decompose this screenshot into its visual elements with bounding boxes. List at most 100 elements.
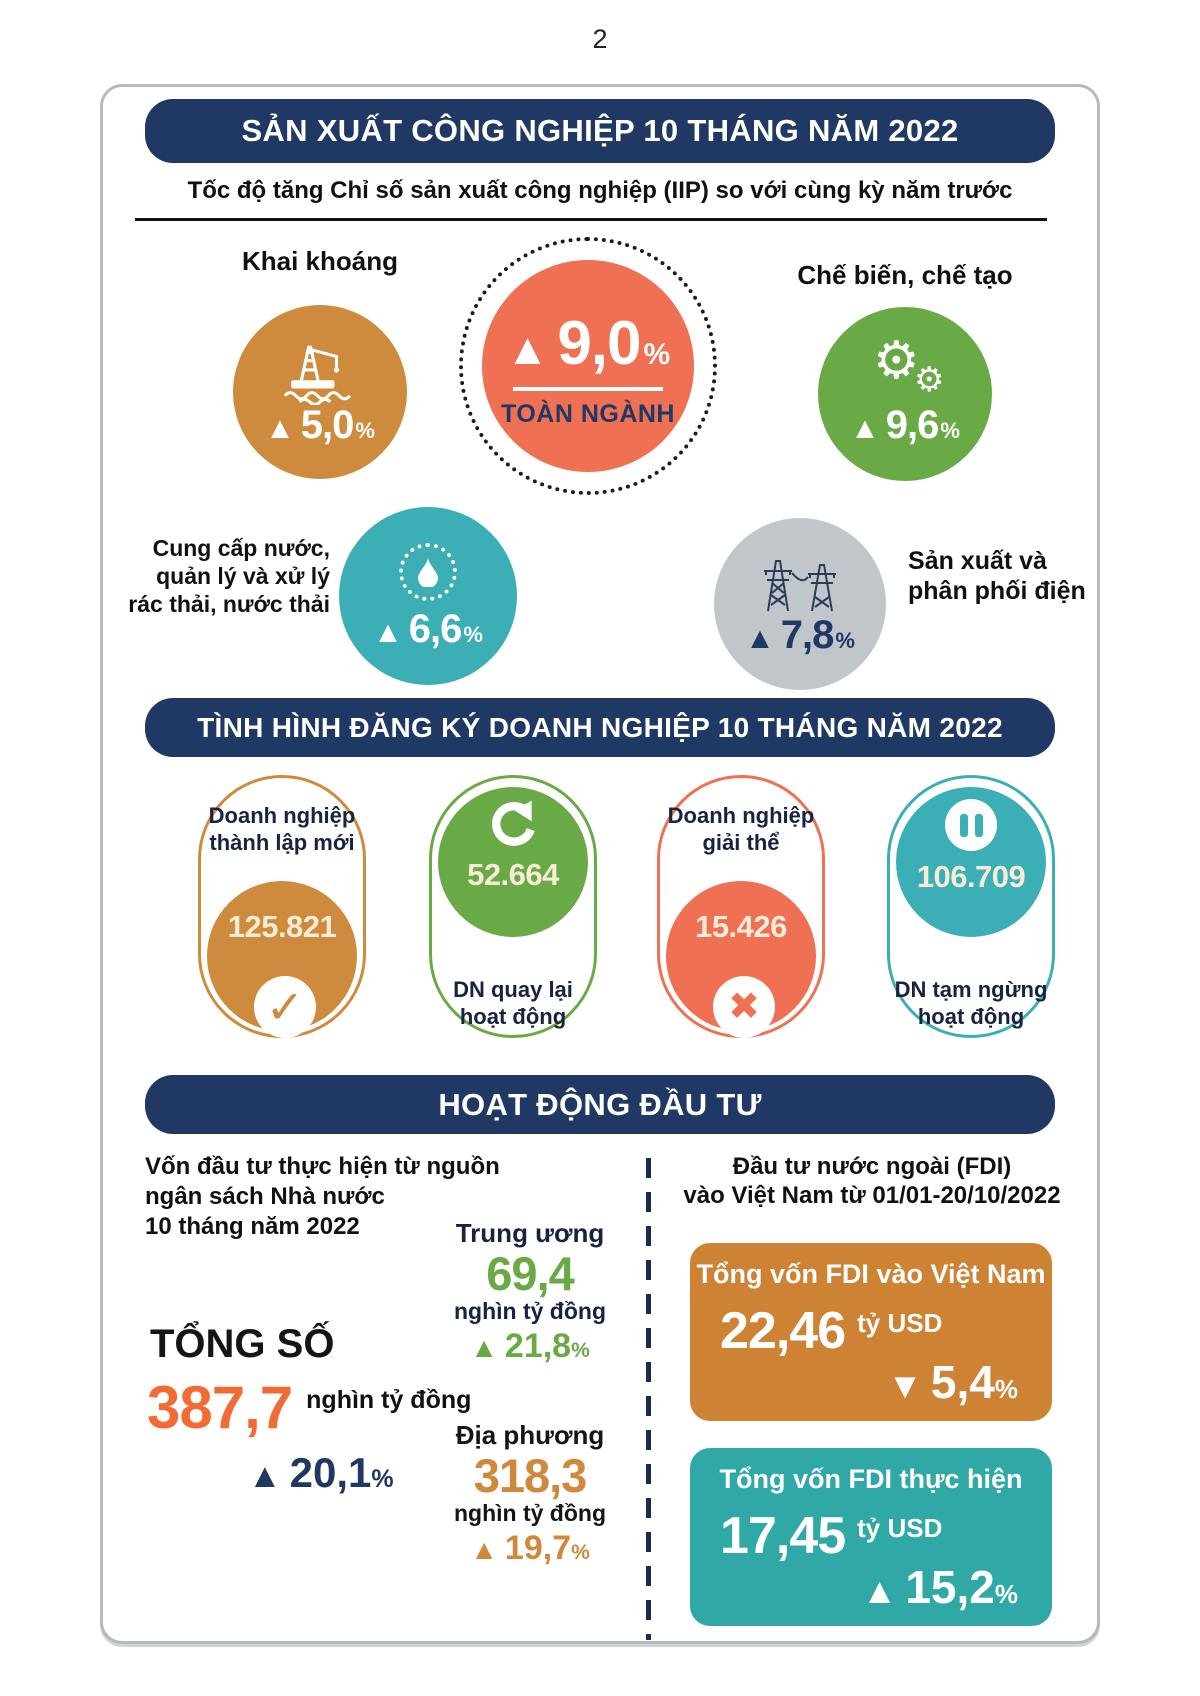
mining-circle: ▲ 5,0 % <box>233 305 407 479</box>
total-change-value: 20,1 <box>289 1449 372 1496</box>
fdi-registered-box: Tổng vốn FDI vào Việt Nam 22,46 tỷ USD ▼… <box>690 1243 1052 1421</box>
investment-banner-title: HOẠT ĐỘNG ĐẦU TƯ <box>438 1086 762 1122</box>
suspended-businesses-card: 106.709 DN tạm ngừng hoạt động <box>887 775 1055 1038</box>
local-change-unit: % <box>571 1541 590 1565</box>
whole-industry-unit: % <box>643 338 671 371</box>
water-value-number: 6,6 <box>408 607 463 651</box>
total-unit: nghìn tỷ đồng <box>306 1386 472 1414</box>
subtitle-underline <box>135 218 1047 221</box>
fdi-implemented-title: Tổng vốn FDI thực hiện <box>719 1464 1023 1494</box>
local-unit: nghìn tỷ đồng <box>453 1500 606 1527</box>
dashed-divider <box>646 1158 651 1640</box>
electricity-circle: ▲ 7,8 % <box>714 518 886 690</box>
up-triangle-icon: ▲ <box>861 1570 898 1611</box>
gears-icon: ⚙ ⚙ <box>873 332 945 399</box>
mining-value-unit: % <box>355 418 375 443</box>
fdi-implemented-value-row: 17,45 tỷ USD <box>720 1510 942 1562</box>
central-budget-hexagon: Trung ương 69,4 nghìn tỷ đồng ▲ 21,8 % <box>408 1212 652 1408</box>
local-change-row: ▲ 19,7 % <box>470 1531 590 1565</box>
total-label: TỔNG SỐ <box>150 1322 335 1366</box>
fdi-implemented-change-unit: % <box>994 1579 1018 1609</box>
pause-icon <box>945 799 997 851</box>
water-supply-value: ▲ 6,6 % <box>373 609 483 649</box>
total-change-unit: % <box>371 1465 394 1493</box>
central-label: Trung ương <box>455 1218 605 1248</box>
fdi-implemented-change-value: 15,2 <box>905 1561 995 1613</box>
up-triangle-icon: ▲ <box>470 1332 498 1364</box>
central-unit: nghìn tỷ đồng <box>453 1298 606 1325</box>
local-change-value: 19,7 <box>504 1529 572 1568</box>
power-pylons-icon <box>764 560 836 612</box>
dissolved-businesses-label: Doanh nghiệp giải thể <box>667 803 815 855</box>
page-number: 2 <box>592 24 608 54</box>
fdi-registered-change-unit: % <box>994 1374 1018 1404</box>
mining-label: Khai khoáng <box>241 246 398 276</box>
manufacturing-value: ▲ 9,6 % <box>850 405 960 445</box>
check-icon: ✓ <box>254 976 316 1038</box>
electricity-label: Sản xuất và phân phối điện <box>908 547 1086 605</box>
suspended-businesses-count: 106.709 <box>916 859 1026 894</box>
water-value-unit: % <box>463 622 483 647</box>
dissolved-businesses-card: Doanh nghiệp giải thể 15.426 ✖ <box>657 775 825 1038</box>
central-change-row: ▲ 21,8 % <box>470 1329 590 1363</box>
center-divider-rule <box>513 387 663 391</box>
fdi-registered-change: ▼ 5,4 % <box>887 1359 1018 1405</box>
up-triangle-icon: ▲ <box>265 412 295 445</box>
central-change-value: 21,8 <box>504 1327 572 1366</box>
returning-businesses-label: DN quay lại hoạt động <box>453 977 573 1029</box>
water-supply-label: Cung cấp nước, quản lý và xử lý rác thải… <box>128 535 330 617</box>
fdi-implemented-change: ▲ 15,2 % <box>862 1564 1018 1610</box>
whole-industry-label: TOÀN NGÀNH <box>501 400 675 428</box>
local-budget-hexagon: Địa phương 318,3 nghìn tỷ đồng ▲ 19,7 % <box>408 1414 652 1610</box>
central-value: 69,4 <box>486 1247 574 1300</box>
returning-businesses-count: 52.664 <box>467 857 559 892</box>
whole-industry-value: ▲ 9,0 % <box>506 313 670 375</box>
fdi-registered-change-value: 5,4 <box>930 1356 995 1408</box>
water-supply-circle: ▲ 6,6 % <box>339 507 517 685</box>
electricity-value-number: 7,8 <box>780 613 835 657</box>
down-triangle-icon: ▼ <box>887 1365 923 1406</box>
water-drop-icon <box>399 543 457 601</box>
manufacturing-value-unit: % <box>940 418 960 443</box>
total-change-row: ▲ 20,1 % <box>248 1452 394 1494</box>
fdi-implemented-value: 17,45 <box>720 1507 846 1565</box>
x-icon: ✖ <box>713 976 775 1038</box>
fdi-registered-value-row: 22,46 tỷ USD <box>720 1305 942 1357</box>
electricity-value-unit: % <box>835 628 855 653</box>
up-triangle-icon: ▲ <box>505 325 550 374</box>
up-triangle-icon: ▲ <box>745 622 775 655</box>
business-banner-title: TÌNH HÌNH ĐĂNG KÝ DOANH NGHIỆP 10 THÁNG … <box>197 711 1003 743</box>
fdi-implemented-box: Tổng vốn FDI thực hiện 17,45 tỷ USD ▲ 15… <box>690 1448 1052 1626</box>
iip-subtitle: Tốc độ tăng Chỉ số sản xuất công nghiệp … <box>187 177 1013 204</box>
central-change-unit: % <box>571 1339 590 1363</box>
mining-value: ▲ 5,0 % <box>265 405 375 445</box>
electricity-value: ▲ 7,8 % <box>745 615 855 655</box>
total-value-row: 387,7 nghìn tỷ đồng <box>147 1378 471 1438</box>
whole-industry-circle: ▲ 9,0 % TOÀN NGÀNH <box>482 260 694 472</box>
state-investment-header: Vốn đầu tư thực hiện từ nguồn ngân sách … <box>145 1153 500 1240</box>
return-arrow-icon <box>492 800 535 846</box>
total-value: 387,7 <box>147 1374 293 1441</box>
returning-businesses-circle: 52.664 <box>438 787 588 937</box>
whole-industry-number: 9,0 <box>557 309 641 378</box>
industry-banner: SẢN XUẤT CÔNG NGHIỆP 10 THÁNG NĂM 2022 <box>145 99 1055 163</box>
new-businesses-card: Doanh nghiệp thành lập mới 125.821 ✓ <box>198 775 366 1038</box>
fdi-header: Đầu tư nước ngoài (FDI) vào Việt Nam từ … <box>683 1153 1061 1209</box>
manufacturing-label: Chế biến, chế tạo <box>797 260 1013 290</box>
fdi-registered-title: Tổng vốn FDI vào Việt Nam <box>696 1259 1046 1289</box>
fdi-implemented-unit: tỷ USD <box>857 1513 943 1543</box>
new-businesses-label: Doanh nghiệp thành lập mới <box>208 803 356 855</box>
up-triangle-icon: ▲ <box>373 616 403 649</box>
local-label: Địa phương <box>455 1420 605 1450</box>
oil-rig-icon <box>283 345 352 405</box>
investment-banner: HOẠT ĐỘNG ĐẦU TƯ <box>145 1075 1055 1134</box>
new-businesses-count: 125.821 <box>227 909 337 944</box>
suspended-businesses-circle: 106.709 <box>896 787 1046 937</box>
industry-banner-title: SẢN XUẤT CÔNG NGHIỆP 10 THÁNG NĂM 2022 <box>241 113 959 148</box>
suspended-businesses-label: DN tạm ngừng hoạt động <box>894 977 1048 1029</box>
fdi-registered-unit: tỷ USD <box>857 1308 943 1338</box>
mining-value-number: 5,0 <box>300 403 355 447</box>
dissolved-businesses-count: 15.426 <box>695 909 787 944</box>
manufacturing-circle: ⚙ ⚙ ▲ 9,6 % <box>818 307 992 481</box>
